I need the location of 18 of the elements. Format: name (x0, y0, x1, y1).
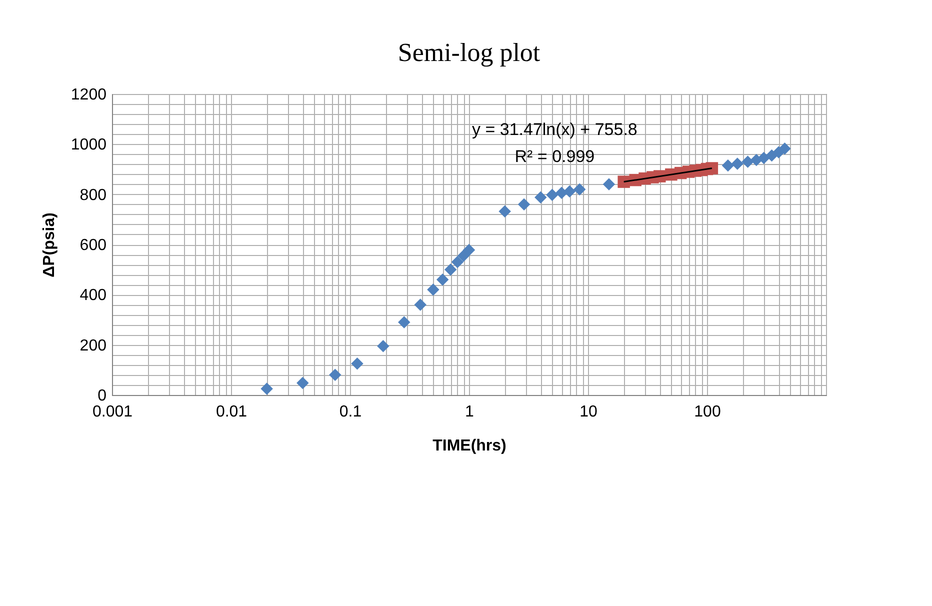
y-tick-label: 1000 (70, 136, 107, 154)
x-axis-title: TIME(hrs) (432, 438, 506, 454)
y-axis-title: ΔP(psia) (40, 212, 58, 278)
y-tick-label: 0 (98, 388, 107, 404)
x-tick-label: 100 (694, 404, 721, 420)
y-tick-label: 400 (80, 287, 107, 304)
chart-title: Semi-log plot (398, 38, 541, 67)
annotation: y = 31.47ln(x) + 755.8 (472, 120, 638, 140)
x-tick-label: 1 (465, 404, 474, 420)
x-tick-label: 0.01 (216, 404, 248, 420)
y-tick-label: 1200 (70, 86, 107, 104)
x-tick-label: 0.001 (92, 404, 133, 420)
y-tick-label: 600 (80, 237, 107, 254)
y-tick-label: 800 (80, 186, 107, 204)
annotation: R² = 0.999 (514, 147, 595, 166)
y-tick-label: 200 (80, 337, 107, 354)
x-tick-label: 0.1 (339, 404, 362, 420)
x-tick-label: 10 (580, 404, 598, 420)
